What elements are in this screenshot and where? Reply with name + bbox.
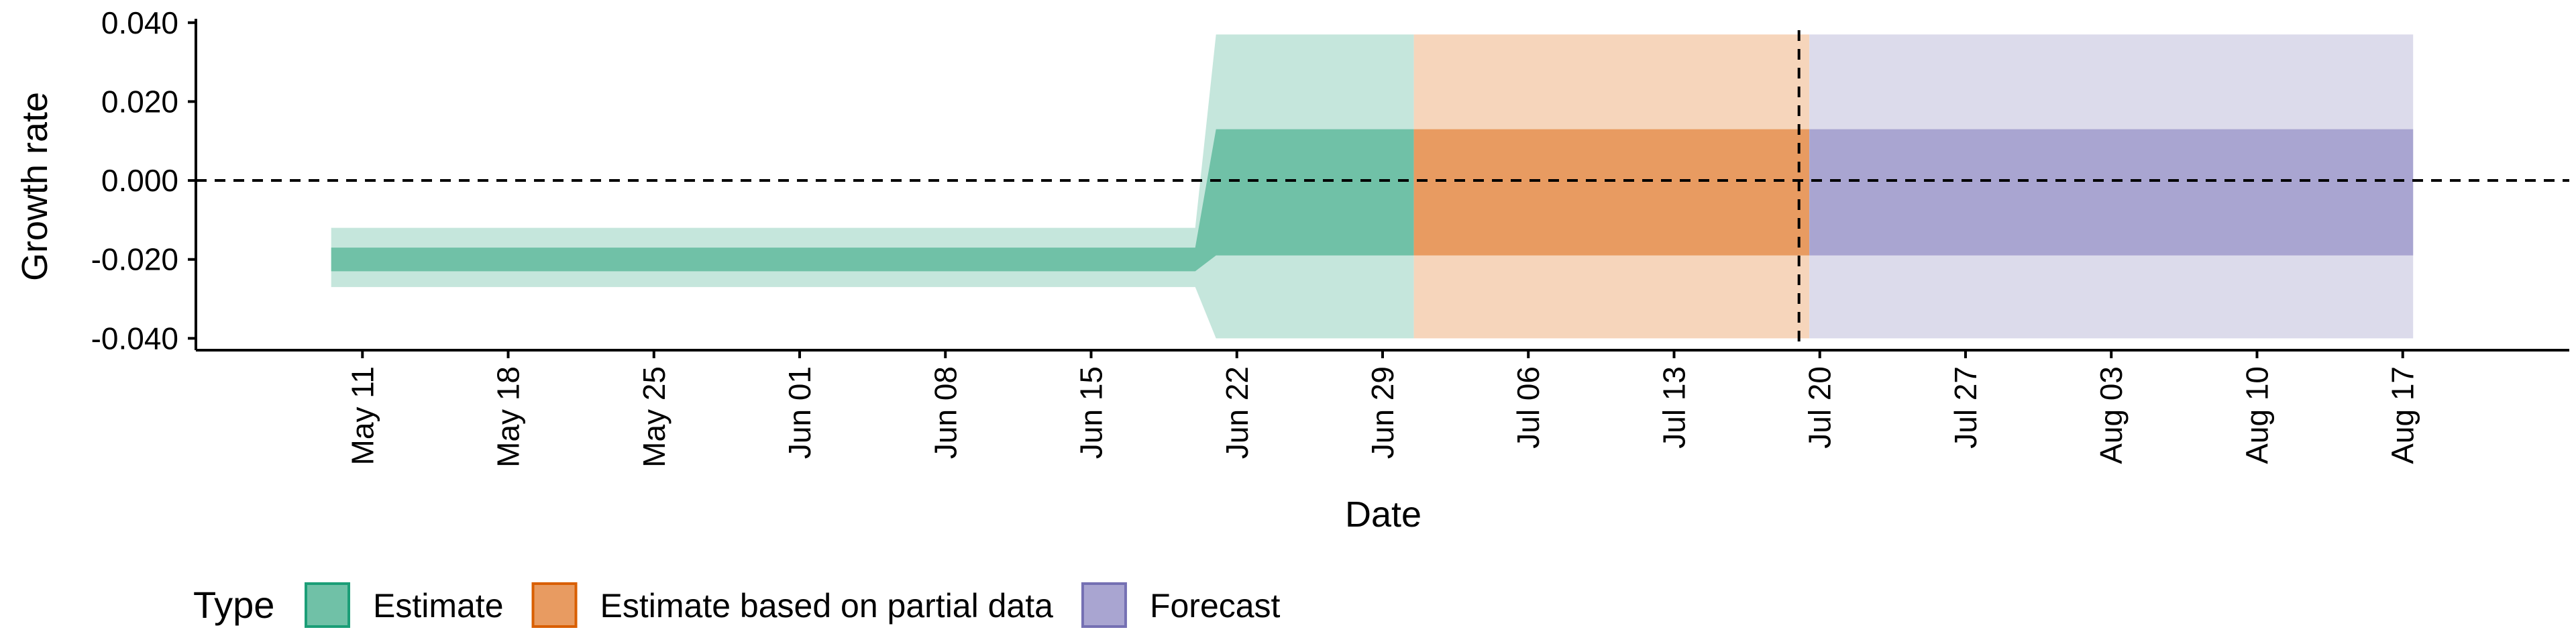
estimate-based-on-partial-data-50-interval-band (1413, 129, 1810, 256)
x-tick-label: May 18 (491, 366, 526, 468)
x-axis-title: Date (1345, 494, 1421, 535)
x-axis-ticks: May 11 May 18 May 25 Jun 01 Jun 08 Jun 15 Jun … (345, 350, 2420, 468)
legend-label: Estimate (373, 587, 504, 625)
x-tick-label: Jun 29 (1365, 366, 1400, 459)
legend-key (305, 582, 350, 628)
x-tick-label: Jul 27 (1948, 366, 1983, 449)
x-tick-label: Jul 13 (1657, 366, 1692, 449)
x-tick-label: Aug 10 (2240, 366, 2275, 464)
x-tick-label: Jun 01 (782, 366, 817, 459)
x-tick-label: May 25 (637, 366, 672, 468)
y-tick-label: 0.000 (101, 163, 178, 198)
y-axis-title: Growth rate (15, 92, 55, 281)
reference-lines (196, 30, 2569, 350)
y-tick-label: 0.020 (101, 84, 178, 119)
forecast-50-interval-band (1809, 129, 2414, 256)
y-tick-label: 0.040 (101, 5, 178, 40)
legend-title: Type (193, 584, 274, 626)
x-tick-label: Jun 15 (1074, 366, 1109, 459)
x-tick-label: May 11 (345, 366, 380, 465)
y-tick-label: -0.040 (91, 321, 178, 356)
legend-label: Estimate based on partial data (600, 587, 1054, 625)
estimate-50-interval-band (331, 129, 1414, 272)
x-tick-label: Jun 22 (1220, 366, 1254, 459)
legend-key (531, 582, 578, 628)
y-axis-ticks: 0.040 0.020 0.000 -0.020 -0.040 (91, 5, 196, 356)
legend-label: Forecast (1150, 587, 1281, 625)
x-tick-label: Aug 03 (2094, 366, 2129, 464)
legend-key (1081, 582, 1127, 628)
x-tick-label: Aug 17 (2385, 366, 2420, 464)
x-tick-label: Jun 08 (928, 366, 963, 459)
x-tick-label: Jul 20 (1803, 366, 1837, 449)
x-tick-label: Jul 06 (1511, 366, 1546, 449)
ribbon-layer (331, 34, 2414, 339)
legend: Type Estimate Estimate based on partial d… (193, 582, 1281, 628)
y-tick-label: -0.020 (91, 242, 178, 277)
